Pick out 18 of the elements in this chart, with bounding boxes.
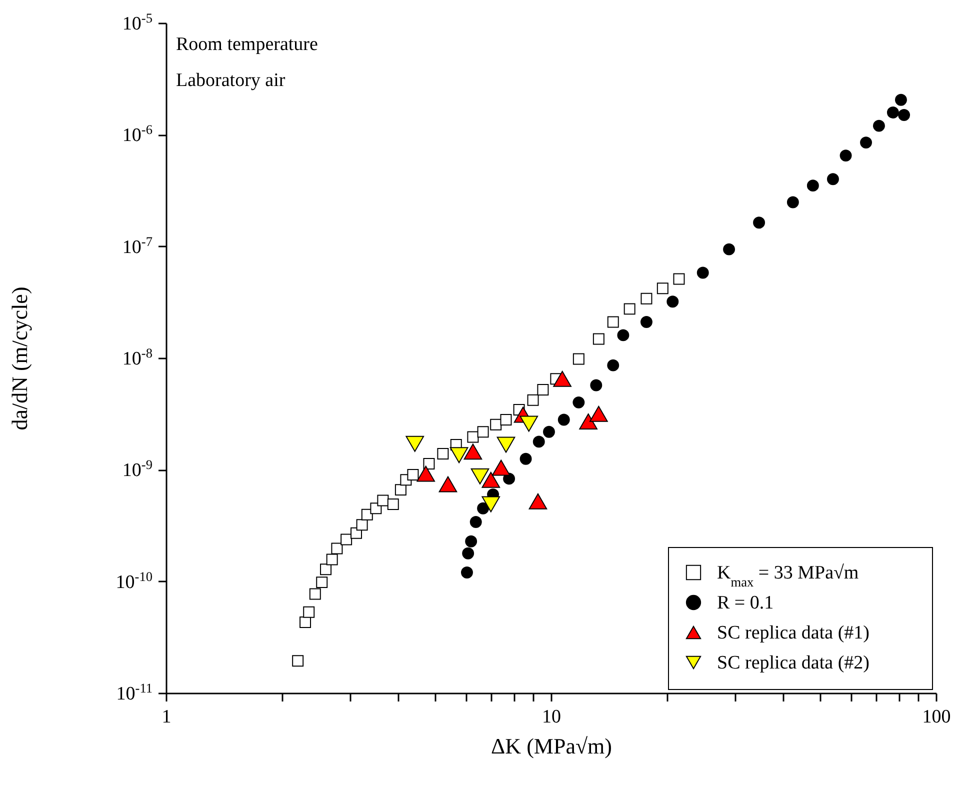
annotation: Laboratory air <box>176 70 286 91</box>
x-tick-label: 100 <box>922 706 951 728</box>
legend-label: R = 0.1 <box>717 592 774 614</box>
x-tick-label: 1 <box>162 706 172 728</box>
y-tick-label: 10$^{-5}$ <box>122 10 153 34</box>
y-tick-label: 10$^{-6}$ <box>122 122 153 146</box>
y-tick-label: 10$^{-11}$ <box>116 680 152 704</box>
x-tick-label: 10 <box>542 706 561 728</box>
x-axis-title: ΔK (MPa√m) <box>491 734 612 758</box>
legend-label: SC replica data (#1) <box>717 622 870 644</box>
y-tick-label: 10$^{-9}$ <box>122 456 153 482</box>
y-tick-label: 10$^{-10}$ <box>116 568 153 593</box>
legend-label: K$_{max}$ = 33 MPa√m <box>717 562 859 589</box>
y-tick-label: 10$^{-8}$ <box>122 345 153 370</box>
annotation: Room temperature <box>176 34 318 55</box>
legend-label: SC replica data (#2) <box>717 652 870 674</box>
y-tick-label: 10$^{-7}$ <box>122 233 153 258</box>
y-axis-title: da/dN (m/cycle) <box>7 286 32 430</box>
